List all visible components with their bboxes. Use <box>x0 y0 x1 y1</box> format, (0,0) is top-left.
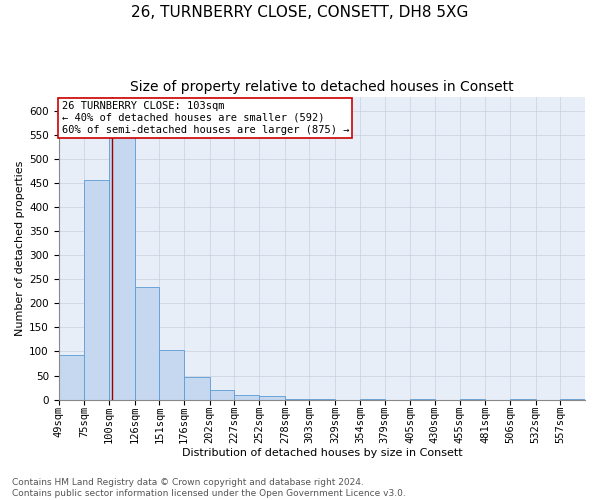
X-axis label: Distribution of detached houses by size in Consett: Distribution of detached houses by size … <box>182 448 462 458</box>
Bar <box>235 395 259 400</box>
Bar <box>184 377 210 400</box>
Bar <box>134 286 160 400</box>
Text: 26 TURNBERRY CLOSE: 103sqm
← 40% of detached houses are smaller (592)
60% of sem: 26 TURNBERRY CLOSE: 103sqm ← 40% of deta… <box>62 102 349 134</box>
Bar <box>285 398 310 400</box>
Bar <box>160 350 184 400</box>
Bar <box>259 396 285 400</box>
Bar <box>560 398 585 400</box>
Bar <box>310 398 335 400</box>
Bar <box>360 398 385 400</box>
Bar <box>59 355 85 400</box>
Text: Contains HM Land Registry data © Crown copyright and database right 2024.
Contai: Contains HM Land Registry data © Crown c… <box>12 478 406 498</box>
Bar <box>210 390 235 400</box>
Bar <box>460 398 485 400</box>
Title: Size of property relative to detached houses in Consett: Size of property relative to detached ho… <box>130 80 514 94</box>
Bar <box>85 180 109 400</box>
Text: 26, TURNBERRY CLOSE, CONSETT, DH8 5XG: 26, TURNBERRY CLOSE, CONSETT, DH8 5XG <box>131 5 469 20</box>
Bar <box>109 115 134 400</box>
Y-axis label: Number of detached properties: Number of detached properties <box>15 160 25 336</box>
